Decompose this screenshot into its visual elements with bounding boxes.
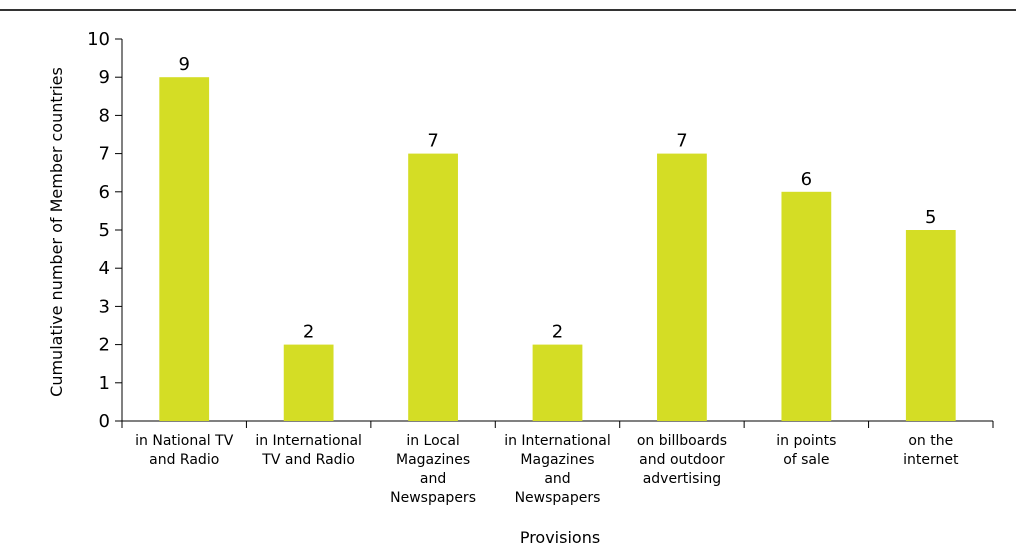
category-label-line: internet (903, 452, 959, 468)
category-label-line: of sale (783, 452, 829, 468)
y-tick-label: 4 (99, 258, 110, 279)
y-tick-label: 2 (99, 335, 110, 356)
category-label-line: on billboards (637, 433, 727, 449)
category-label-line: in International (504, 433, 611, 449)
category-label: in points of sale (776, 433, 836, 468)
category-label-line: in Local (406, 433, 460, 449)
bar (905, 230, 956, 421)
category-label: in International Magazines and Newspapers (504, 433, 611, 506)
y-tick-label: 6 (99, 182, 110, 203)
category-label: in National TV and Radio (135, 433, 234, 468)
category-label-line: in points (776, 433, 836, 449)
category-label-line: on the (908, 433, 953, 449)
category-label-line: Magazines (396, 452, 470, 468)
bar-value-label: 6 (801, 169, 812, 190)
bar-value-label: 2 (303, 322, 314, 343)
bar-value-label: 7 (427, 131, 438, 152)
category-label-line: and outdoor (639, 452, 725, 468)
category-label-line: advertising (643, 471, 721, 487)
y-tick-label: 3 (99, 296, 110, 317)
category-label-line: in International (255, 433, 362, 449)
bar-value-label: 5 (925, 207, 936, 228)
category-labels: in National TV and Radio in International T… (135, 433, 959, 506)
bar (781, 191, 832, 421)
category-label-line: and (544, 471, 570, 487)
bar (159, 77, 210, 421)
category-label-line: Magazines (520, 452, 594, 468)
category-label-line: and (420, 471, 446, 487)
category-label-line: Newspapers (390, 490, 476, 506)
category-label: in International TV and Radio (255, 433, 362, 468)
bar (283, 344, 334, 421)
y-tick-label: 1 (99, 373, 110, 394)
x-axis (121, 420, 994, 428)
category-label-line: Newspapers (515, 490, 601, 506)
category-label: in Local Magazines and Newspapers (390, 433, 476, 506)
bar (532, 344, 583, 421)
y-tick-label: 5 (99, 220, 110, 241)
data-labels: 9 2 7 2 7 6 5 (178, 54, 936, 342)
category-label-line: in National TV (135, 433, 234, 449)
y-axis: 0 1 2 3 4 5 6 7 8 9 10 (87, 29, 123, 432)
bar-value-label: 7 (676, 131, 687, 152)
bar-value-label: 2 (552, 322, 563, 343)
category-label-line: and Radio (149, 452, 219, 468)
y-tick-label: 8 (99, 105, 110, 126)
bars (159, 77, 956, 421)
y-tick-label: 7 (99, 144, 110, 165)
y-tick-label: 10 (87, 29, 110, 50)
bar (408, 153, 458, 421)
bar (657, 153, 707, 421)
y-tick-label: 0 (99, 411, 110, 432)
y-axis-title: Cumulative number of Member countries (47, 67, 66, 397)
bar-value-label: 9 (178, 54, 189, 75)
category-label: on the internet (903, 433, 959, 468)
category-label: on billboards and outdoor advertising (637, 433, 727, 487)
category-label-line: TV and Radio (261, 452, 355, 468)
y-tick-label: 9 (99, 67, 110, 88)
x-axis-title: Provisions (520, 528, 600, 547)
